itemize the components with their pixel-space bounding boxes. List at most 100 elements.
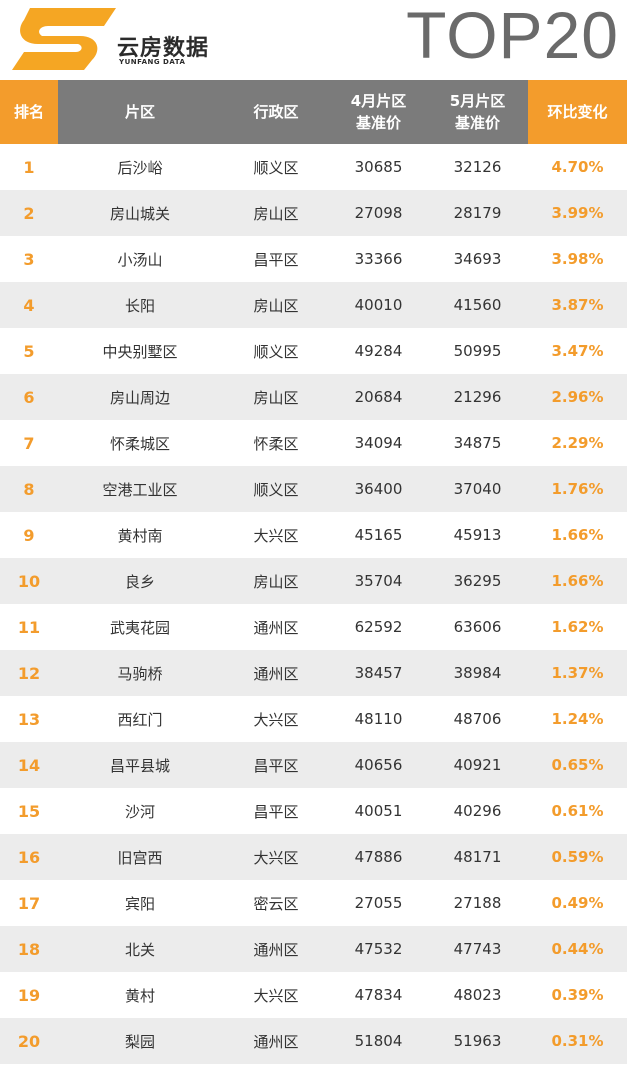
- may-price-cell: 47743: [427, 926, 528, 972]
- change-cell: 1.24%: [528, 696, 627, 742]
- area-cell: 房山城关: [58, 190, 222, 236]
- table-row: 12 马驹桥 通州区 38457 38984 1.37%: [0, 650, 627, 696]
- header-label: 排名: [13, 103, 44, 121]
- rank-cell: 16: [0, 834, 58, 880]
- may-price-cell: 38984: [427, 650, 528, 696]
- rank-cell: 3: [0, 236, 58, 282]
- change-cell: 3.99%: [528, 190, 627, 236]
- area-cell: 马驹桥: [58, 650, 222, 696]
- district-cell: 大兴区: [222, 512, 330, 558]
- area-cell: 武夷花园: [58, 604, 222, 650]
- table-row: 10 良乡 房山区 35704 36295 1.66%: [0, 558, 627, 604]
- table-row: 17 宾阳 密云区 27055 27188 0.49%: [0, 880, 627, 926]
- change-cell: 1.76%: [528, 466, 627, 512]
- area-cell: 旧宫西: [58, 834, 222, 880]
- area-cell: 中央别墅区: [58, 328, 222, 374]
- district-cell: 房山区: [222, 190, 330, 236]
- district-cell: 昌平区: [222, 742, 330, 788]
- april-price-cell: 40010: [330, 282, 427, 328]
- header-april-price: 4月片区 基准价: [330, 80, 427, 144]
- may-price-cell: 48171: [427, 834, 528, 880]
- table-row: 20 梨园 通州区 51804 51963 0.31%: [0, 1018, 627, 1064]
- change-cell: 0.59%: [528, 834, 627, 880]
- table-row: 19 黄村 大兴区 47834 48023 0.39%: [0, 972, 627, 1018]
- district-cell: 房山区: [222, 282, 330, 328]
- header-label: 基准价: [454, 114, 500, 132]
- may-price-cell: 34693: [427, 236, 528, 282]
- april-price-cell: 62592: [330, 604, 427, 650]
- april-price-cell: 47886: [330, 834, 427, 880]
- district-cell: 昌平区: [222, 236, 330, 282]
- header-label: 5月片区: [449, 92, 506, 110]
- area-cell: 黄村: [58, 972, 222, 1018]
- table-row: 16 旧宫西 大兴区 47886 48171 0.59%: [0, 834, 627, 880]
- page-header: 云房数据 YUNFANG DATA TOP20: [0, 0, 627, 80]
- rank-cell: 20: [0, 1018, 58, 1064]
- change-cell: 1.37%: [528, 650, 627, 696]
- table-row: 11 武夷花园 通州区 62592 63606 1.62%: [0, 604, 627, 650]
- table-row: 5 中央别墅区 顺义区 49284 50995 3.47%: [0, 328, 627, 374]
- april-price-cell: 40656: [330, 742, 427, 788]
- district-cell: 顺义区: [222, 466, 330, 512]
- district-cell: 通州区: [222, 1018, 330, 1064]
- change-cell: 0.61%: [528, 788, 627, 834]
- ranking-table: 排名 片区 行政区 4月片区 基准价 5月片区 基准价 环比变化 1 后沙峪 顺义区 30…: [0, 80, 627, 1064]
- april-price-cell: 34094: [330, 420, 427, 466]
- area-cell: 昌平县城: [58, 742, 222, 788]
- rank-cell: 14: [0, 742, 58, 788]
- area-cell: 北关: [58, 926, 222, 972]
- table-row: 1 后沙峪 顺义区 30685 32126 4.70%: [0, 144, 627, 190]
- table-row: 7 怀柔城区 怀柔区 34094 34875 2.29%: [0, 420, 627, 466]
- table-row: 14 昌平县城 昌平区 40656 40921 0.65%: [0, 742, 627, 788]
- yunfang-logo-icon: [12, 8, 116, 70]
- change-cell: 1.66%: [528, 558, 627, 604]
- area-cell: 空港工业区: [58, 466, 222, 512]
- may-price-cell: 51963: [427, 1018, 528, 1064]
- change-cell: 2.29%: [528, 420, 627, 466]
- page-title: TOP20: [406, 0, 619, 72]
- rank-cell: 5: [0, 328, 58, 374]
- change-cell: 1.66%: [528, 512, 627, 558]
- change-cell: 0.31%: [528, 1018, 627, 1064]
- area-cell: 长阳: [58, 282, 222, 328]
- april-price-cell: 38457: [330, 650, 427, 696]
- area-cell: 良乡: [58, 558, 222, 604]
- header-label: 片区: [124, 103, 155, 121]
- april-price-cell: 40051: [330, 788, 427, 834]
- table-row: 3 小汤山 昌平区 33366 34693 3.98%: [0, 236, 627, 282]
- area-cell: 宾阳: [58, 880, 222, 926]
- header-label: 环比变化: [547, 103, 608, 121]
- district-cell: 房山区: [222, 374, 330, 420]
- table-header-row: 排名 片区 行政区 4月片区 基准价 5月片区 基准价 环比变化: [0, 80, 627, 144]
- may-price-cell: 21296: [427, 374, 528, 420]
- rank-cell: 8: [0, 466, 58, 512]
- change-cell: 0.39%: [528, 972, 627, 1018]
- rank-cell: 6: [0, 374, 58, 420]
- change-cell: 0.65%: [528, 742, 627, 788]
- change-cell: 3.47%: [528, 328, 627, 374]
- change-cell: 4.70%: [528, 144, 627, 190]
- april-price-cell: 35704: [330, 558, 427, 604]
- rank-cell: 15: [0, 788, 58, 834]
- change-cell: 3.98%: [528, 236, 627, 282]
- april-price-cell: 47532: [330, 926, 427, 972]
- may-price-cell: 37040: [427, 466, 528, 512]
- may-price-cell: 63606: [427, 604, 528, 650]
- rank-cell: 10: [0, 558, 58, 604]
- district-cell: 通州区: [222, 604, 330, 650]
- district-cell: 通州区: [222, 926, 330, 972]
- rank-cell: 1: [0, 144, 58, 190]
- change-cell: 1.62%: [528, 604, 627, 650]
- district-cell: 昌平区: [222, 788, 330, 834]
- rank-cell: 9: [0, 512, 58, 558]
- april-price-cell: 27098: [330, 190, 427, 236]
- rank-cell: 18: [0, 926, 58, 972]
- area-cell: 黄村南: [58, 512, 222, 558]
- change-cell: 0.44%: [528, 926, 627, 972]
- table-row: 6 房山周边 房山区 20684 21296 2.96%: [0, 374, 627, 420]
- april-price-cell: 49284: [330, 328, 427, 374]
- header-may-price: 5月片区基准价: [427, 80, 528, 144]
- table-row: 9 黄村南 大兴区 45165 45913 1.66%: [0, 512, 627, 558]
- may-price-cell: 40296: [427, 788, 528, 834]
- may-price-cell: 40921: [427, 742, 528, 788]
